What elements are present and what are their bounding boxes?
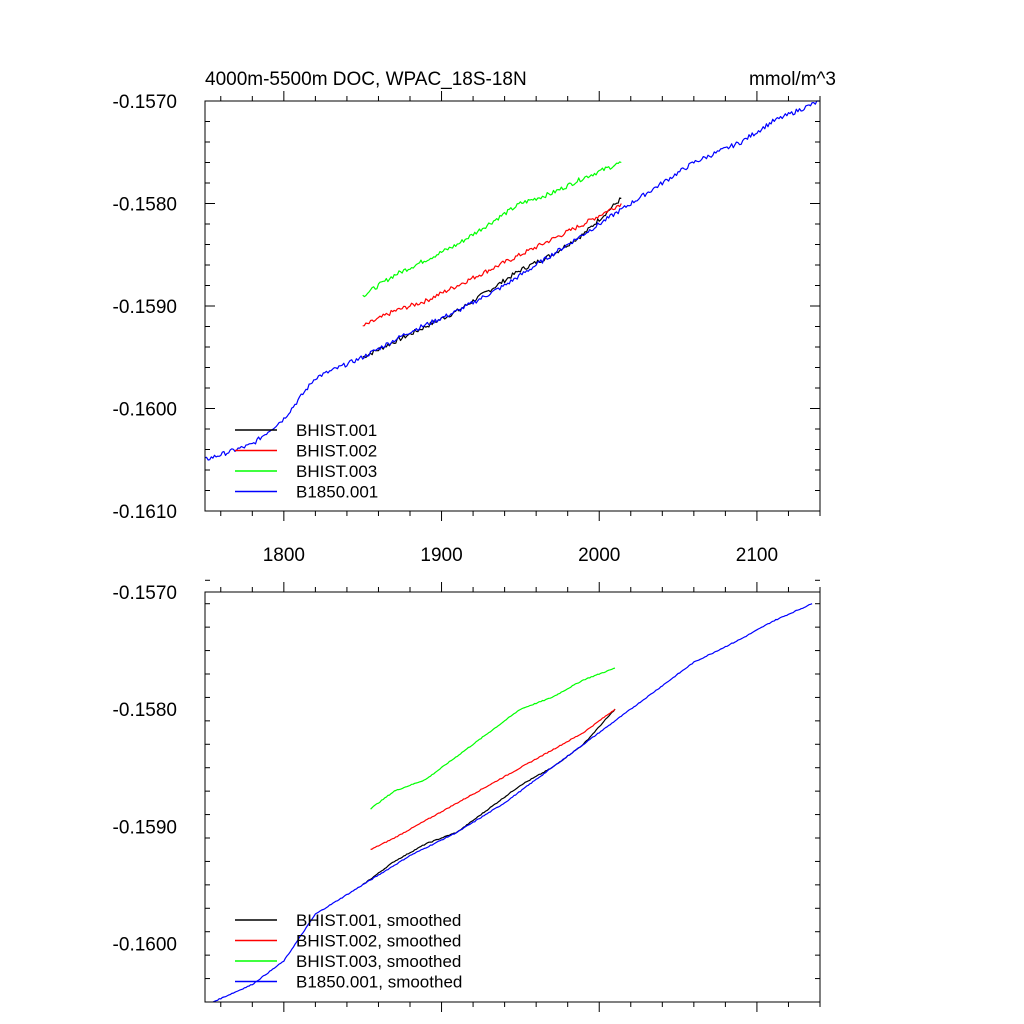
x-tick-label: 1800 — [263, 545, 305, 566]
legend-label: BHIST.002 — [296, 442, 377, 461]
top-panel-y-labels: -0.1570 -0.1580 -0.1590 -0.1600 -0.1610 — [113, 92, 177, 523]
legend-label: BHIST.002, smoothed — [296, 932, 461, 951]
bottom-panel-ticks — [205, 579, 821, 1012]
bottom-panel-series — [212, 603, 813, 1003]
bottom-panel-legend: BHIST.001, smoothed BHIST.002, smoothedBH… — [235, 911, 462, 992]
units-label: mmol/m^3 — [749, 69, 836, 90]
y-tick-label: -0.1600 — [113, 934, 177, 955]
series-line — [362, 161, 622, 298]
legend-label: BHIST.003 — [296, 462, 377, 481]
series-line — [362, 203, 622, 327]
x-tick-label: 2000 — [578, 545, 620, 566]
top-panel: 4000m-5500m DOC, WPAC_18S-18N mmol/m^3 -… — [113, 69, 836, 566]
y-tick-label: -0.1570 — [113, 92, 177, 113]
y-tick-label: -0.1590 — [113, 297, 177, 318]
legend-label: BHIST.001 — [296, 421, 377, 440]
y-tick-label: -0.1570 — [113, 583, 177, 604]
y-tick-label: -0.1590 — [113, 817, 177, 838]
legend-label: B1850.001 — [296, 483, 378, 502]
series-line — [370, 708, 616, 851]
bottom-panel-frame — [204, 591, 821, 1003]
y-tick-label: -0.1580 — [113, 195, 177, 216]
series-line — [212, 603, 813, 1003]
chart-title: 4000m-5500m DOC, WPAC_18S-18N — [205, 69, 527, 90]
legend-label: BHIST.001, smoothed — [296, 911, 461, 930]
x-tick-label: 1900 — [420, 545, 462, 566]
top-panel-frame — [204, 100, 821, 512]
x-tick-label: 2100 — [736, 545, 778, 566]
top-panel-x-labels: 1800 1900 2000 2100 — [263, 545, 778, 566]
series-line — [204, 100, 820, 461]
bottom-panel: -0.1570 -0.1580 -0.1590 -0.1600 BHIST.001, … — [113, 579, 821, 1012]
bottom-panel-y-labels: -0.1570 -0.1580 -0.1590 -0.1600 — [113, 583, 177, 955]
series-line — [370, 667, 616, 810]
y-tick-label: -0.1600 — [113, 400, 177, 421]
top-panel-series — [204, 100, 820, 461]
legend-label: BHIST.003, smoothed — [296, 952, 461, 971]
legend-label: B1850.001, smoothed — [296, 973, 462, 992]
y-tick-label: -0.1580 — [113, 700, 177, 721]
y-tick-label: -0.1610 — [113, 502, 177, 523]
